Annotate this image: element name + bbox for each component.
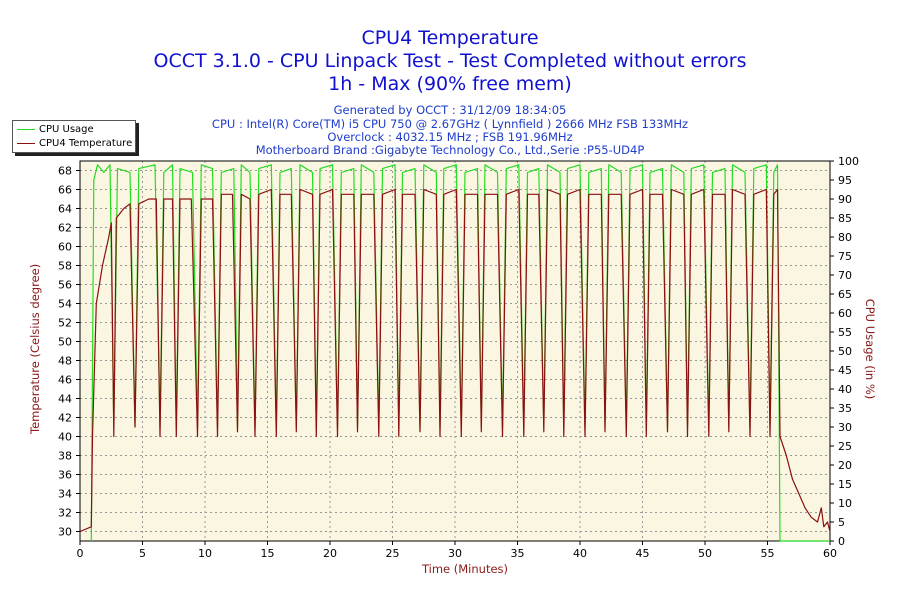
legend-item-cpu-usage: CPU Usage (17, 123, 94, 136)
info-cpu: CPU : Intel(R) Core(TM) i5 CPU 750 @ 2.6… (211, 117, 689, 131)
y-left-tick-label: 38 (58, 450, 72, 463)
y-left-tick-label: 62 (58, 222, 72, 235)
x-tick-label: 10 (198, 547, 212, 560)
legend: CPU Usage CPU4 Temperature (12, 120, 136, 153)
y-right-tick-label: 0 (838, 535, 845, 548)
y-right-tick-label: 60 (838, 307, 852, 320)
x-tick-label: 30 (448, 547, 462, 560)
y-right-tick-label: 65 (838, 288, 852, 301)
y-left-tick-label: 56 (58, 279, 72, 292)
x-tick-label: 25 (386, 547, 400, 560)
y-left-tick-label: 54 (58, 298, 72, 311)
chart-subtitle-test: OCCT 3.1.0 - CPU Linpack Test - Test Com… (153, 50, 747, 72)
y-left-tick-label: 46 (58, 374, 72, 387)
y-right-tick-label: 95 (838, 174, 852, 187)
x-tick-label: 15 (261, 547, 275, 560)
legend-label-cpu4-temperature: CPU4 Temperature (39, 138, 133, 149)
y-left-tick-label: 66 (58, 184, 72, 197)
y-right-tick-label: 100 (838, 155, 859, 168)
y-left-tick-label: 60 (58, 241, 72, 254)
grid-lines (80, 161, 830, 541)
y-right-tick-label: 25 (838, 440, 852, 453)
y-axis-label-right: CPU Usage (in %) (863, 298, 877, 400)
y-right-tick-label: 50 (838, 345, 852, 358)
y-right-tick-label: 15 (838, 478, 852, 491)
legend-swatch-cpu4-temperature (17, 142, 35, 144)
y-left-tick-label: 32 (58, 507, 72, 520)
y-right-tick-label: 35 (838, 402, 852, 415)
y-right-tick-label: 85 (838, 212, 852, 225)
info-motherboard: Motherboard Brand :Gigabyte Technology C… (255, 143, 645, 157)
y-right-tick-label: 30 (838, 421, 852, 434)
x-tick-label: 20 (323, 547, 337, 560)
y-left-tick-label: 40 (58, 431, 72, 444)
y-right-tick-label: 70 (838, 269, 852, 282)
legend-swatch-cpu-usage (17, 128, 35, 130)
chart-title: CPU4 Temperature (361, 27, 539, 49)
y-left-tick-label: 64 (58, 203, 72, 216)
x-tick-label: 35 (511, 547, 525, 560)
legend-label-cpu-usage: CPU Usage (39, 124, 94, 135)
y-right-tick-label: 80 (838, 231, 852, 244)
x-tick-label: 5 (139, 547, 146, 560)
y-left-tick-label: 44 (58, 393, 72, 406)
y-axis-label-left: Temperature (Celsius degree) (28, 263, 42, 434)
series-line-cpu4-temperature (79, 188, 831, 533)
info-generated: Generated by OCCT : 31/12/09 18:34:05 (333, 103, 567, 117)
y-left-tick-label: 42 (58, 412, 72, 425)
y-left-tick-label: 48 (58, 355, 72, 368)
x-tick-label: 0 (77, 547, 84, 560)
x-tick-label: 60 (823, 547, 837, 560)
series-lines (79, 164, 831, 542)
y-right-tick-label: 75 (838, 250, 852, 263)
legend-item-cpu4-temperature: CPU4 Temperature (17, 137, 132, 150)
y-right-tick-label: 20 (838, 459, 852, 472)
plot-border (79, 160, 831, 542)
y-left-tick-label: 30 (58, 526, 72, 539)
y-left-tick-label: 50 (58, 336, 72, 349)
y-right-tick-label: 55 (838, 326, 852, 339)
x-tick-label: 50 (698, 547, 712, 560)
y-right-tick-label: 90 (838, 193, 852, 206)
axes (76, 160, 834, 545)
x-tick-label: 40 (573, 547, 587, 560)
info-overclock: Overclock : 4032.15 MHz ; FSB 191.96MHz (327, 130, 573, 144)
y-left-tick-label: 36 (58, 469, 72, 482)
y-left-tick-label: 52 (58, 317, 72, 330)
y-right-tick-label: 10 (838, 497, 852, 510)
y-left-tick-label: 68 (58, 165, 72, 178)
chart-subtitle-duration: 1h - Max (90% free mem) (328, 73, 572, 95)
y-left-tick-label: 58 (58, 260, 72, 273)
x-axis-label: Time (Minutes) (421, 562, 509, 576)
y-left-tick-label: 34 (58, 488, 72, 501)
y-right-tick-label: 5 (838, 516, 845, 529)
y-right-tick-label: 40 (838, 383, 852, 396)
x-tick-label: 45 (636, 547, 650, 560)
y-right-tick-label: 45 (838, 364, 852, 377)
x-tick-label: 55 (761, 547, 775, 560)
tick-labels: 0 5 10 15 20 25 30 35 40 45 50 55 603032343638404244… (58, 155, 859, 560)
